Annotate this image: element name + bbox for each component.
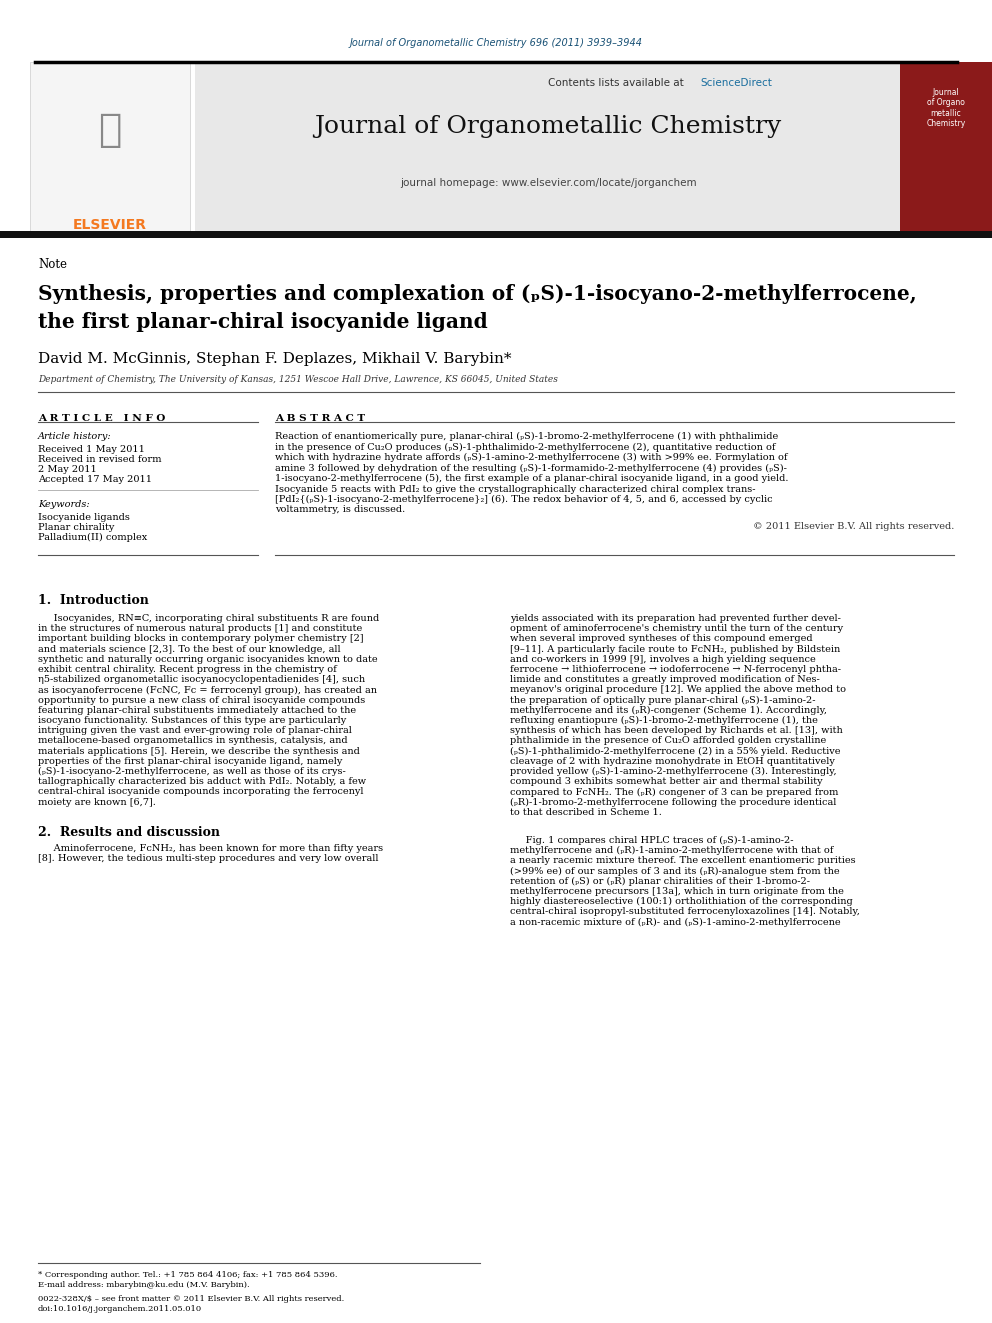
Text: Reaction of enantiomerically pure, planar-chiral (ₚS)-1-bromo-2-methylferrocene : Reaction of enantiomerically pure, plana… xyxy=(275,433,779,441)
Text: synthetic and naturally occurring organic isocyanides known to date: synthetic and naturally occurring organi… xyxy=(38,655,378,664)
Text: refluxing enantiopure (ₚS)-1-bromo-2-methylferrocene (1), the: refluxing enantiopure (ₚS)-1-bromo-2-met… xyxy=(510,716,817,725)
Text: A R T I C L E   I N F O: A R T I C L E I N F O xyxy=(38,414,166,423)
Text: provided yellow (ₚS)-1-amino-2-methylferrocene (3). Interestingly,: provided yellow (ₚS)-1-amino-2-methylfer… xyxy=(510,767,836,777)
Text: synthesis of which has been developed by Richards et al. [13], with: synthesis of which has been developed by… xyxy=(510,726,843,736)
Text: materials applications [5]. Herein, we describe the synthesis and: materials applications [5]. Herein, we d… xyxy=(38,746,360,755)
Text: (>99% ee) of our samples of 3 and its (ₚR)-analogue stem from the: (>99% ee) of our samples of 3 and its (ₚ… xyxy=(510,867,839,876)
Text: Received 1 May 2011: Received 1 May 2011 xyxy=(38,445,145,454)
Text: Palladium(II) complex: Palladium(II) complex xyxy=(38,533,147,542)
Text: ferrocene → lithioferrocene → iodoferrocene → N-ferrocenyl phtha-: ferrocene → lithioferrocene → iodoferroc… xyxy=(510,665,841,673)
Text: featuring planar-chiral substituents immediately attached to the: featuring planar-chiral substituents imm… xyxy=(38,705,356,714)
Text: Department of Chemistry, The University of Kansas, 1251 Wescoe Hall Drive, Lawre: Department of Chemistry, The University … xyxy=(38,374,558,384)
Text: isocyano functionality. Substances of this type are particularly: isocyano functionality. Substances of th… xyxy=(38,716,346,725)
Text: to that described in Scheme 1.: to that described in Scheme 1. xyxy=(510,808,662,816)
Text: voltammetry, is discussed.: voltammetry, is discussed. xyxy=(275,505,406,515)
Text: a non-racemic mixture of (ₚR)- and (ₚS)-1-amino-2-methylferrocene: a non-racemic mixture of (ₚR)- and (ₚS)-… xyxy=(510,918,840,926)
Text: 2 May 2011: 2 May 2011 xyxy=(38,464,97,474)
Text: central-chiral isocyanide compounds incorporating the ferrocenyl: central-chiral isocyanide compounds inco… xyxy=(38,787,363,796)
Text: ELSEVIER: ELSEVIER xyxy=(73,218,147,232)
Text: © 2011 Elsevier B.V. All rights reserved.: © 2011 Elsevier B.V. All rights reserved… xyxy=(753,523,954,531)
Text: the first planar-chiral isocyanide ligand: the first planar-chiral isocyanide ligan… xyxy=(38,312,488,332)
Text: doi:10.1016/j.jorganchem.2011.05.010: doi:10.1016/j.jorganchem.2011.05.010 xyxy=(38,1304,202,1312)
Text: η5-stabilized organometallic isocyanocyclopentadienides [4], such: η5-stabilized organometallic isocyanocyc… xyxy=(38,675,365,684)
Text: amine 3 followed by dehydration of the resulting (ₚS)-1-formamido-2-methylferroc: amine 3 followed by dehydration of the r… xyxy=(275,463,787,472)
Text: Journal
of Organo
metallic
Chemistry: Journal of Organo metallic Chemistry xyxy=(927,89,965,128)
Text: * Corresponding author. Tel.: +1 785 864 4106; fax: +1 785 864 5396.: * Corresponding author. Tel.: +1 785 864… xyxy=(38,1271,337,1279)
Text: limide and constitutes a greatly improved modification of Nes-: limide and constitutes a greatly improve… xyxy=(510,675,819,684)
Text: moiety are known [6,7].: moiety are known [6,7]. xyxy=(38,798,156,807)
Text: methylferrocene and (ₚR)-1-amino-2-methylferrocene with that of: methylferrocene and (ₚR)-1-amino-2-methy… xyxy=(510,847,833,856)
Text: 🌳: 🌳 xyxy=(98,111,122,149)
Text: central-chiral isopropyl-substituted ferrocenyloxazolines [14]. Notably,: central-chiral isopropyl-substituted fer… xyxy=(510,908,860,917)
Text: [9–11]. A particularly facile route to FcNH₂, published by Bildstein: [9–11]. A particularly facile route to F… xyxy=(510,644,840,654)
Text: [8]. However, the tedious multi-step procedures and very low overall: [8]. However, the tedious multi-step pro… xyxy=(38,855,379,863)
Text: tallographically characterized bis adduct with PdI₂. Notably, a few: tallographically characterized bis adduc… xyxy=(38,777,366,786)
Text: (ₚS)-1-phthalimido-2-methylferrocene (2) in a 55% yield. Reductive: (ₚS)-1-phthalimido-2-methylferrocene (2)… xyxy=(510,746,840,755)
Text: Synthesis, properties and complexation of (ₚS)-1-isocyano-2-methylferrocene,: Synthesis, properties and complexation o… xyxy=(38,284,917,304)
Text: meyanov's original procedure [12]. We applied the above method to: meyanov's original procedure [12]. We ap… xyxy=(510,685,846,695)
Text: Accepted 17 May 2011: Accepted 17 May 2011 xyxy=(38,475,152,484)
Text: 1.  Introduction: 1. Introduction xyxy=(38,594,149,607)
Text: and co-workers in 1999 [9], involves a high yielding sequence: and co-workers in 1999 [9], involves a h… xyxy=(510,655,815,664)
Text: exhibit central chirality. Recent progress in the chemistry of: exhibit central chirality. Recent progre… xyxy=(38,665,336,673)
Text: 2.  Results and discussion: 2. Results and discussion xyxy=(38,826,220,839)
Text: Isocyanides, RN≡C, incorporating chiral substituents R are found: Isocyanides, RN≡C, incorporating chiral … xyxy=(38,614,379,623)
Bar xyxy=(900,62,992,233)
Text: compound 3 exhibits somewhat better air and thermal stability: compound 3 exhibits somewhat better air … xyxy=(510,777,822,786)
Bar xyxy=(0,232,992,238)
Text: Isocyanide 5 reacts with PdI₂ to give the crystallographically characterized chi: Isocyanide 5 reacts with PdI₂ to give th… xyxy=(275,484,756,493)
Text: the preparation of optically pure planar-chiral (ₚS)-1-amino-2-: the preparation of optically pure planar… xyxy=(510,696,815,705)
Text: important building blocks in contemporary polymer chemistry [2]: important building blocks in contemporar… xyxy=(38,635,364,643)
Text: Keywords:: Keywords: xyxy=(38,500,89,509)
Text: Journal of Organometallic Chemistry 696 (2011) 3939–3944: Journal of Organometallic Chemistry 696 … xyxy=(349,38,643,48)
Text: methylferrocene precursors [13a], which in turn originate from the: methylferrocene precursors [13a], which … xyxy=(510,886,844,896)
Text: (ₚR)-1-bromo-2-methylferrocene following the procedure identical: (ₚR)-1-bromo-2-methylferrocene following… xyxy=(510,798,836,807)
Bar xyxy=(30,62,190,233)
Text: [PdI₂{(ₚS)-1-isocyano-2-methylferrocene}₂] (6). The redox behavior of 4, 5, and : [PdI₂{(ₚS)-1-isocyano-2-methylferrocene}… xyxy=(275,495,773,504)
Text: in the structures of numerous natural products [1] and constitute: in the structures of numerous natural pr… xyxy=(38,624,362,634)
Text: Note: Note xyxy=(38,258,67,271)
Text: retention of (ₚS) or (ₚR) planar chiralities of their 1-bromo-2-: retention of (ₚS) or (ₚR) planar chirali… xyxy=(510,877,810,886)
Text: E-mail address: mbarybin@ku.edu (M.V. Barybin).: E-mail address: mbarybin@ku.edu (M.V. Ba… xyxy=(38,1281,250,1289)
Text: ScienceDirect: ScienceDirect xyxy=(700,78,772,89)
Text: David M. McGinnis, Stephan F. Deplazes, Mikhail V. Barybin*: David M. McGinnis, Stephan F. Deplazes, … xyxy=(38,352,512,366)
Text: Article history:: Article history: xyxy=(38,433,112,441)
Text: 1-isocyano-2-methylferrocene (5), the first example of a planar-chiral isocyanid: 1-isocyano-2-methylferrocene (5), the fi… xyxy=(275,474,789,483)
Text: which with hydrazine hydrate affords (ₚS)-1-amino-2-methylferrocene (3) with >99: which with hydrazine hydrate affords (ₚS… xyxy=(275,452,788,462)
Text: journal homepage: www.elsevier.com/locate/jorganchem: journal homepage: www.elsevier.com/locat… xyxy=(400,179,696,188)
Bar xyxy=(0,0,992,57)
Text: cleavage of 2 with hydrazine monohydrate in EtOH quantitatively: cleavage of 2 with hydrazine monohydrate… xyxy=(510,757,835,766)
Text: Planar chirality: Planar chirality xyxy=(38,523,114,532)
Text: phthalimide in the presence of Cu₂O afforded golden crystalline: phthalimide in the presence of Cu₂O affo… xyxy=(510,737,826,745)
Text: A B S T R A C T: A B S T R A C T xyxy=(275,414,365,423)
Text: opment of aminoferrocene's chemistry until the turn of the century: opment of aminoferrocene's chemistry unt… xyxy=(510,624,843,634)
Text: Received in revised form: Received in revised form xyxy=(38,455,162,464)
Text: highly diastereoselective (100:1) ortholithiation of the corresponding: highly diastereoselective (100:1) orthol… xyxy=(510,897,853,906)
Text: Aminoferrocene, FcNH₂, has been known for more than fifty years: Aminoferrocene, FcNH₂, has been known fo… xyxy=(38,844,383,853)
Text: methylferrocene and its (ₚR)-congener (Scheme 1). Accordingly,: methylferrocene and its (ₚR)-congener (S… xyxy=(510,705,827,714)
Text: in the presence of Cu₂O produces (ₚS)-1-phthalimido-2-methylferrocene (2), quant: in the presence of Cu₂O produces (ₚS)-1-… xyxy=(275,442,776,451)
Text: Fig. 1 compares chiral HPLC traces of (ₚS)-1-amino-2-: Fig. 1 compares chiral HPLC traces of (ₚ… xyxy=(510,836,794,845)
Text: metallocene-based organometallics in synthesis, catalysis, and: metallocene-based organometallics in syn… xyxy=(38,737,347,745)
Text: and materials science [2,3]. To the best of our knowledge, all: and materials science [2,3]. To the best… xyxy=(38,644,340,654)
Text: as isocyanoferrocene (FcNC, Fc = ferrocenyl group), has created an: as isocyanoferrocene (FcNC, Fc = ferroce… xyxy=(38,685,377,695)
Text: compared to FcNH₂. The (ₚR) congener of 3 can be prepared from: compared to FcNH₂. The (ₚR) congener of … xyxy=(510,787,838,796)
Text: opportunity to pursue a new class of chiral isocyanide compounds: opportunity to pursue a new class of chi… xyxy=(38,696,365,705)
Text: a nearly racemic mixture thereof. The excellent enantiomeric purities: a nearly racemic mixture thereof. The ex… xyxy=(510,856,856,865)
Text: Contents lists available at: Contents lists available at xyxy=(548,78,687,89)
Text: (ₚS)-1-isocyano-2-methylferrocene, as well as those of its crys-: (ₚS)-1-isocyano-2-methylferrocene, as we… xyxy=(38,767,346,777)
Text: Journal of Organometallic Chemistry: Journal of Organometallic Chemistry xyxy=(314,115,782,138)
Text: Isocyanide ligands: Isocyanide ligands xyxy=(38,513,130,523)
Text: intriguing given the vast and ever-growing role of planar-chiral: intriguing given the vast and ever-growi… xyxy=(38,726,352,736)
Text: 0022-328X/$ – see front matter © 2011 Elsevier B.V. All rights reserved.: 0022-328X/$ – see front matter © 2011 El… xyxy=(38,1295,344,1303)
Text: when several improved syntheses of this compound emerged: when several improved syntheses of this … xyxy=(510,635,812,643)
Bar xyxy=(195,62,900,233)
Text: properties of the first planar-chiral isocyanide ligand, namely: properties of the first planar-chiral is… xyxy=(38,757,342,766)
Text: yields associated with its preparation had prevented further devel-: yields associated with its preparation h… xyxy=(510,614,841,623)
